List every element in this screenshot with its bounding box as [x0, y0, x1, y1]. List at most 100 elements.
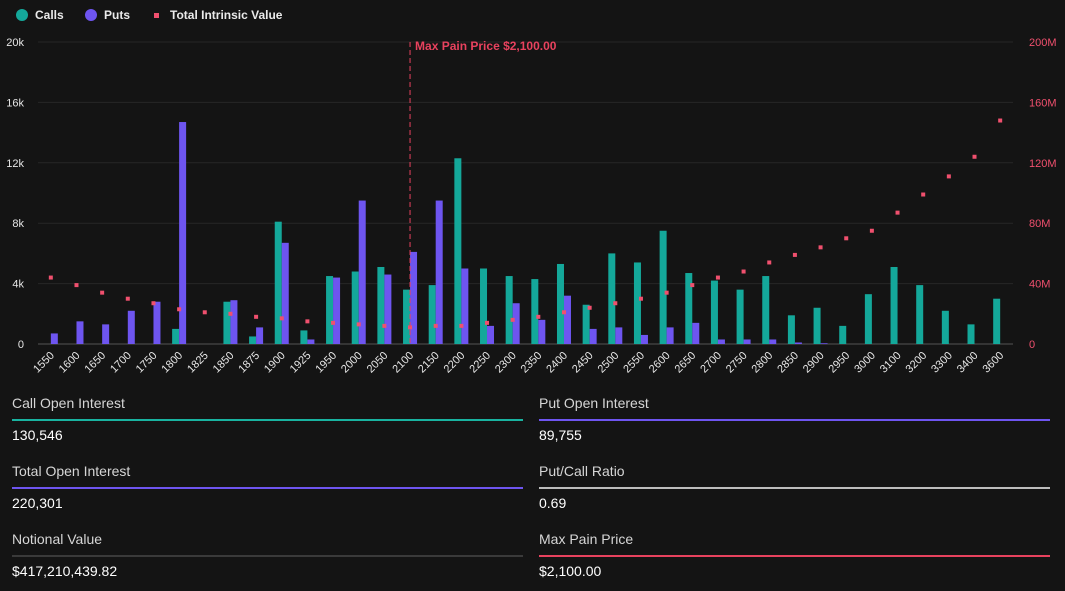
stat-total-oi: Total Open Interest 220,301 [12, 463, 523, 523]
stat-max-pain: Max Pain Price $2,100.00 [539, 531, 1050, 591]
put-bar [358, 200, 366, 344]
x-tick-label: 1825 [185, 350, 211, 376]
stat-call-oi-value: 130,546 [12, 427, 63, 443]
x-tick-label: 2650 [673, 350, 699, 376]
put-bar [743, 339, 751, 344]
calls-dot-icon [16, 9, 28, 21]
stat-total-oi-underline [12, 487, 523, 489]
x-tick-label: 3600 [980, 350, 1006, 376]
intrinsic-point [664, 290, 669, 295]
call-bar [967, 324, 975, 344]
x-tick-label: 1600 [57, 350, 83, 376]
intrinsic-point [741, 269, 746, 274]
stat-notional-value: $417,210,439.82 [12, 563, 118, 579]
intrinsic-point [587, 305, 592, 310]
x-tick-label: 2500 [596, 350, 622, 376]
legend-item-calls[interactable]: Calls [16, 8, 64, 22]
x-tick-label: 2550 [621, 350, 647, 376]
call-bar [736, 289, 744, 344]
intrinsic-point [125, 296, 130, 301]
intrinsic-point [638, 296, 643, 301]
x-tick-label: 3400 [955, 350, 981, 376]
x-tick-label: 2350 [519, 350, 545, 376]
intrinsic-point [767, 260, 772, 265]
legend-item-puts[interactable]: Puts [85, 8, 130, 22]
intrinsic-point [382, 323, 387, 328]
x-tick-label: 2300 [493, 350, 519, 376]
y-left-tick-label: 12k [6, 158, 24, 170]
chart-legend: Calls Puts Total Intrinsic Value [0, 0, 600, 34]
x-tick-label: 2450 [570, 350, 596, 376]
x-tick-label: 2900 [801, 350, 827, 376]
call-bar [480, 268, 488, 344]
x-tick-label: 1800 [159, 350, 185, 376]
intrinsic-point [844, 236, 849, 241]
x-tick-label: 2200 [442, 350, 468, 376]
x-tick-label: 2700 [698, 350, 724, 376]
put-bar [717, 339, 725, 344]
call-bar [916, 285, 924, 344]
x-tick-label: 1925 [288, 350, 314, 376]
stat-put-call-ratio-underline [539, 487, 1050, 489]
stat-call-oi: Call Open Interest 130,546 [12, 395, 523, 455]
intrinsic-point [356, 322, 361, 327]
call-bar [223, 301, 231, 344]
x-tick-label: 2050 [365, 350, 391, 376]
stat-total-oi-label: Total Open Interest [12, 463, 131, 479]
intrinsic-point [921, 192, 926, 197]
intrinsic-point [459, 323, 464, 328]
stat-max-pain-underline [539, 555, 1050, 557]
x-tick-label: 2150 [416, 350, 442, 376]
put-bar [307, 339, 315, 344]
max-pain-label: Max Pain Price $2,100.00 [415, 39, 557, 53]
put-bar [692, 322, 700, 344]
intrinsic-point [946, 174, 951, 179]
x-tick-label: 3300 [929, 350, 955, 376]
intrinsic-point [792, 252, 797, 257]
intrinsic-point [433, 323, 438, 328]
intrinsic-point [818, 245, 823, 250]
legend-item-intrinsic[interactable]: Total Intrinsic Value [150, 8, 282, 22]
stat-put-oi-underline [539, 419, 1050, 421]
legend-label-intrinsic: Total Intrinsic Value [170, 8, 283, 22]
x-tick-label: 1550 [31, 350, 57, 376]
call-bar [454, 158, 462, 344]
stat-total-oi-value: 220,301 [12, 495, 63, 511]
intrinsic-point [869, 228, 874, 233]
y-left-tick-label: 8k [12, 218, 24, 230]
call-bar [762, 276, 770, 344]
put-bar [589, 328, 597, 344]
put-bar [410, 251, 418, 344]
legend-label-calls: Calls [35, 8, 64, 22]
intrinsic-point [228, 311, 233, 316]
call-bar [403, 289, 411, 344]
stat-max-pain-value: $2,100.00 [539, 563, 602, 579]
x-tick-label: 2750 [724, 350, 750, 376]
y-right-tick-label: 80M [1029, 218, 1050, 230]
y-right-tick-label: 0 [1029, 339, 1035, 351]
stat-put-oi-value: 89,755 [539, 427, 582, 443]
call-bar [428, 285, 436, 344]
put-bar [384, 274, 392, 344]
put-bar [615, 327, 623, 344]
put-bar [563, 295, 571, 344]
put-bar [640, 334, 648, 344]
call-bar [608, 253, 616, 344]
intrinsic-point [254, 314, 259, 319]
legend-label-puts: Puts [104, 8, 131, 22]
call-bar [890, 266, 898, 344]
y-left-tick-label: 0 [18, 339, 24, 351]
put-bar [794, 342, 802, 344]
put-bar [281, 242, 289, 344]
stat-call-oi-underline [12, 419, 523, 421]
call-bar [633, 262, 641, 344]
call-bar [710, 280, 718, 344]
stat-notional-label: Notional Value [12, 531, 103, 547]
intrinsic-point [74, 283, 79, 288]
call-bar [505, 276, 513, 344]
y-right-tick-label: 200M [1029, 37, 1057, 49]
put-bar [333, 277, 341, 344]
intrinsic-point [279, 316, 284, 321]
put-bar [179, 122, 187, 344]
stat-put-call-ratio-label: Put/Call Ratio [539, 463, 625, 479]
